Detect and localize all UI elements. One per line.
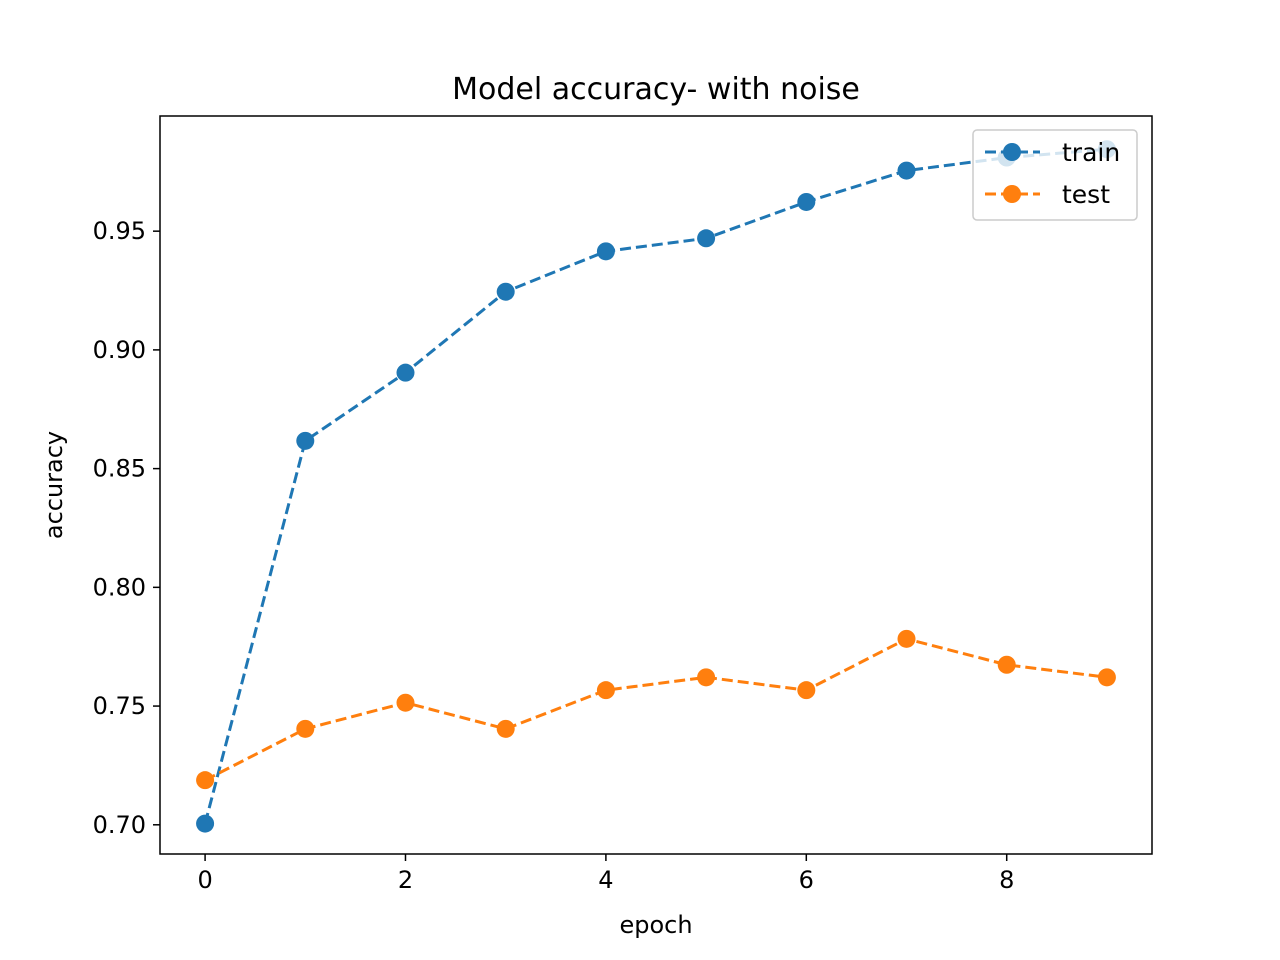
series-train-point bbox=[797, 192, 816, 211]
plot-frame bbox=[159, 115, 1153, 855]
y-tick-label: 0.80 bbox=[93, 573, 146, 601]
legend-train-marker bbox=[1003, 143, 1021, 161]
x-axis-label: epoch bbox=[619, 911, 692, 939]
y-axis-label: accuracy bbox=[40, 431, 68, 539]
x-tick-label: 0 bbox=[197, 866, 212, 894]
x-axis-ticks: 0 2 4 6 8 bbox=[197, 854, 1014, 894]
x-tick-label: 2 bbox=[398, 866, 413, 894]
series-test-point bbox=[196, 771, 215, 790]
x-tick-label: 6 bbox=[799, 866, 814, 894]
legend: train test bbox=[972, 129, 1138, 221]
chart-title: Model accuracy- with noise bbox=[452, 72, 860, 107]
series-test-point bbox=[797, 681, 816, 700]
series-test-point bbox=[396, 693, 415, 712]
series-test-point bbox=[596, 681, 615, 700]
legend-train-label: train bbox=[1062, 138, 1120, 167]
series-train-point bbox=[396, 363, 415, 382]
series-layer bbox=[196, 140, 1116, 833]
series-test-point bbox=[1097, 668, 1116, 687]
series-test-point bbox=[296, 719, 315, 738]
series-train-point bbox=[496, 282, 515, 301]
x-tick-label: 4 bbox=[598, 866, 613, 894]
series-test-point bbox=[897, 629, 916, 648]
series-train-point bbox=[697, 229, 716, 248]
series-train-point bbox=[596, 242, 615, 261]
y-tick-label: 0.90 bbox=[93, 336, 146, 364]
y-tick-label: 0.95 bbox=[93, 217, 146, 245]
series-train-point bbox=[897, 161, 916, 180]
series-train-line bbox=[203, 147, 1108, 824]
series-test-line bbox=[204, 637, 1108, 782]
legend-test-label: test bbox=[1062, 180, 1110, 209]
y-axis-ticks: 0.70 0.75 0.80 0.85 0.90 0.95 bbox=[93, 217, 160, 839]
series-train-point bbox=[196, 814, 215, 833]
plot-area bbox=[160, 116, 1152, 854]
series-test-point bbox=[697, 668, 716, 687]
series-test-point bbox=[997, 655, 1016, 674]
y-tick-label: 0.85 bbox=[93, 455, 146, 483]
series-train-point bbox=[296, 431, 315, 450]
series-test-point bbox=[496, 719, 515, 738]
y-tick-label: 0.70 bbox=[93, 811, 146, 839]
legend-test-marker bbox=[1003, 185, 1021, 203]
y-tick-label: 0.75 bbox=[93, 692, 146, 720]
x-tick-label: 8 bbox=[999, 866, 1014, 894]
